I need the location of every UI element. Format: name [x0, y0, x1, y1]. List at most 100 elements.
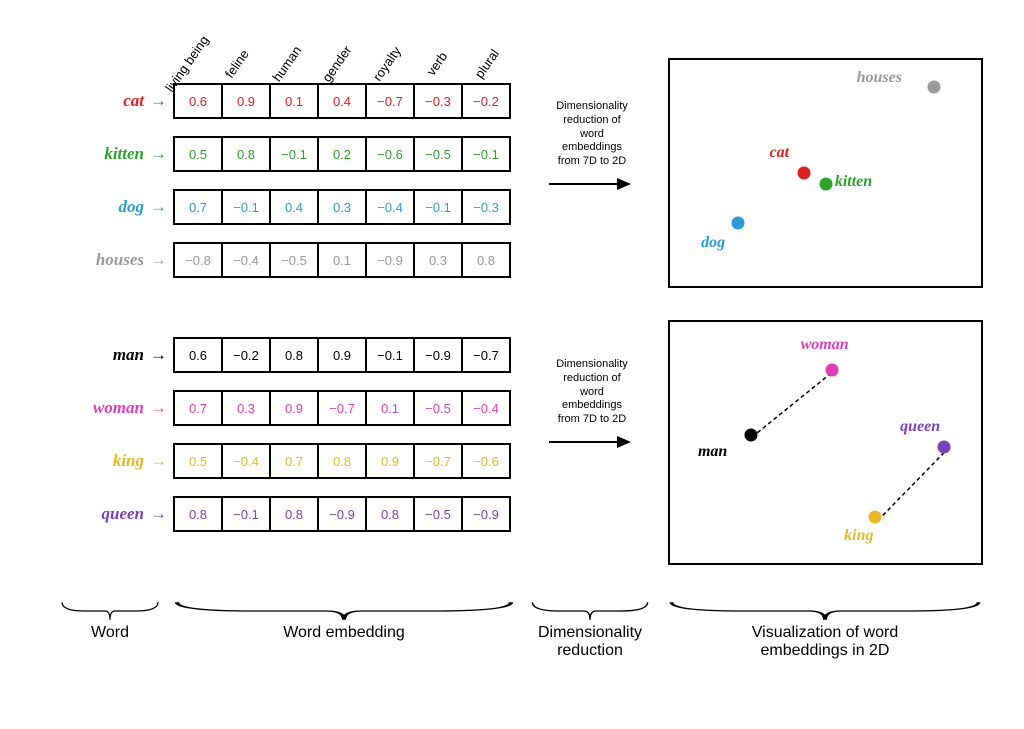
- embedding-cell: −0.3: [413, 83, 463, 119]
- point-label: queen: [900, 418, 940, 436]
- embedding-cell: 0.1: [269, 83, 319, 119]
- embedding-cell: 0.8: [365, 496, 415, 532]
- embedding-cell: −0.8: [173, 242, 223, 278]
- dimension-headers: living beingfelinehumangenderroyaltyverb…: [168, 8, 518, 68]
- scatter-point: [819, 178, 832, 191]
- section-brace: Visualization of wordembeddings in 2D: [665, 600, 985, 660]
- point-label: dog: [701, 234, 725, 252]
- embedding-row: queen→0.8−0.10.8−0.90.8−0.5−0.9: [60, 495, 509, 533]
- dimreduction-label: Dimensionalityreduction ofwordembeddings…: [537, 100, 647, 169]
- embedding-cell: 0.3: [317, 189, 367, 225]
- arrow-icon: →: [150, 398, 173, 418]
- point-label: cat: [770, 144, 790, 162]
- embedding-cell: 0.9: [365, 443, 415, 479]
- dimreduction-label: Dimensionalityreduction ofwordembeddings…: [537, 358, 647, 427]
- point-label: kitten: [835, 173, 872, 191]
- embedding-cell: −0.1: [461, 136, 511, 172]
- word-label: queen: [60, 504, 150, 524]
- arrow-icon: →: [150, 250, 173, 270]
- embedding-cell: −0.4: [221, 443, 271, 479]
- embedding-cell: −0.7: [365, 83, 415, 119]
- embedding-cell: 0.7: [173, 189, 223, 225]
- embedding-cell: −0.7: [413, 443, 463, 479]
- arrow-icon: →: [150, 144, 173, 164]
- brace-icon: [170, 600, 518, 622]
- section-brace: Dimensionalityreduction: [530, 600, 650, 660]
- arrow-icon: →: [150, 345, 173, 365]
- embedding-cell: 0.6: [173, 83, 223, 119]
- arrow-icon: →: [150, 451, 173, 471]
- embedding-cell: −0.4: [461, 390, 511, 426]
- scatter-point: [937, 441, 950, 454]
- dim-label: plural: [430, 13, 508, 88]
- embedding-cell: 0.8: [173, 496, 223, 532]
- embedding-cell: 0.8: [269, 337, 319, 373]
- section-brace: Word embedding: [170, 600, 518, 642]
- brace-label: Word: [60, 624, 160, 642]
- embedding-cell: −0.9: [413, 337, 463, 373]
- embedding-cell: 0.9: [221, 83, 271, 119]
- brace-icon: [60, 600, 160, 622]
- scatter-point: [928, 81, 941, 94]
- embedding-cell: −0.7: [317, 390, 367, 426]
- embedding-cell: −0.1: [221, 496, 271, 532]
- scatter-plot: cat kitten dog houses: [668, 58, 983, 288]
- scatter-point: [797, 167, 810, 180]
- point-label: king: [844, 527, 873, 545]
- word-label: kitten: [60, 144, 150, 164]
- embedding-cell: 0.9: [269, 390, 319, 426]
- arrow-icon: →: [150, 197, 173, 217]
- embedding-cell: −0.3: [461, 189, 511, 225]
- word-label: dog: [60, 197, 150, 217]
- embedding-cell: 0.1: [365, 390, 415, 426]
- scatter-point: [732, 216, 745, 229]
- embedding-cell: −0.5: [413, 390, 463, 426]
- embedding-cell: 0.5: [173, 443, 223, 479]
- embedding-cell: 0.7: [269, 443, 319, 479]
- embedding-row: cat→0.60.90.10.4−0.7−0.3−0.2: [60, 82, 509, 120]
- embedding-cell: −0.7: [461, 337, 511, 373]
- scatter-point: [869, 511, 882, 524]
- arrow-icon: [547, 432, 637, 452]
- word-label: king: [60, 451, 150, 471]
- embedding-cell: −0.5: [269, 242, 319, 278]
- embedding-cell: −0.2: [221, 337, 271, 373]
- embedding-row: dog→0.7−0.10.40.3−0.4−0.1−0.3: [60, 188, 509, 226]
- embedding-cell: −0.1: [365, 337, 415, 373]
- brace-label: Word embedding: [170, 624, 518, 642]
- embedding-cell: 0.1: [317, 242, 367, 278]
- embedding-cell: 0.9: [317, 337, 367, 373]
- brace-icon: [665, 600, 985, 622]
- arrow-icon: →: [150, 504, 173, 524]
- embedding-cell: 0.4: [317, 83, 367, 119]
- scatter-point: [825, 364, 838, 377]
- embedding-cell: −0.4: [365, 189, 415, 225]
- embedding-cell: −0.1: [221, 189, 271, 225]
- point-label: woman: [801, 336, 849, 354]
- embedding-cell: −0.1: [413, 189, 463, 225]
- embedding-cell: −0.4: [221, 242, 271, 278]
- embedding-cell: 0.8: [317, 443, 367, 479]
- embedding-cell: 0.3: [413, 242, 463, 278]
- scatter-plot: womanmanqueenking: [668, 320, 983, 565]
- embedding-row: woman→0.70.30.9−0.70.1−0.5−0.4: [60, 389, 509, 427]
- embedding-cell: 0.4: [269, 189, 319, 225]
- embedding-cell: −0.9: [461, 496, 511, 532]
- embedding-cell: −0.9: [365, 242, 415, 278]
- embedding-cell: −0.6: [461, 443, 511, 479]
- word-label: houses: [60, 250, 150, 270]
- point-label: houses: [857, 69, 902, 87]
- embedding-cell: 0.5: [173, 136, 223, 172]
- embedding-row: king→0.5−0.40.70.80.9−0.7−0.6: [60, 442, 509, 480]
- brace-label: Dimensionalityreduction: [530, 624, 650, 660]
- embedding-cell: −0.5: [413, 496, 463, 532]
- embedding-cell: −0.5: [413, 136, 463, 172]
- embedding-row: houses→−0.8−0.4−0.50.1−0.90.30.8: [60, 241, 509, 279]
- embedding-cell: −0.9: [317, 496, 367, 532]
- scatter-point: [744, 429, 757, 442]
- embedding-cell: 0.3: [221, 390, 271, 426]
- embedding-row: man→0.6−0.20.80.9−0.1−0.9−0.7: [60, 336, 509, 374]
- embedding-cell: −0.1: [269, 136, 319, 172]
- arrow-icon: [547, 174, 637, 194]
- embedding-row: kitten→0.50.8−0.10.2−0.6−0.5−0.1: [60, 135, 509, 173]
